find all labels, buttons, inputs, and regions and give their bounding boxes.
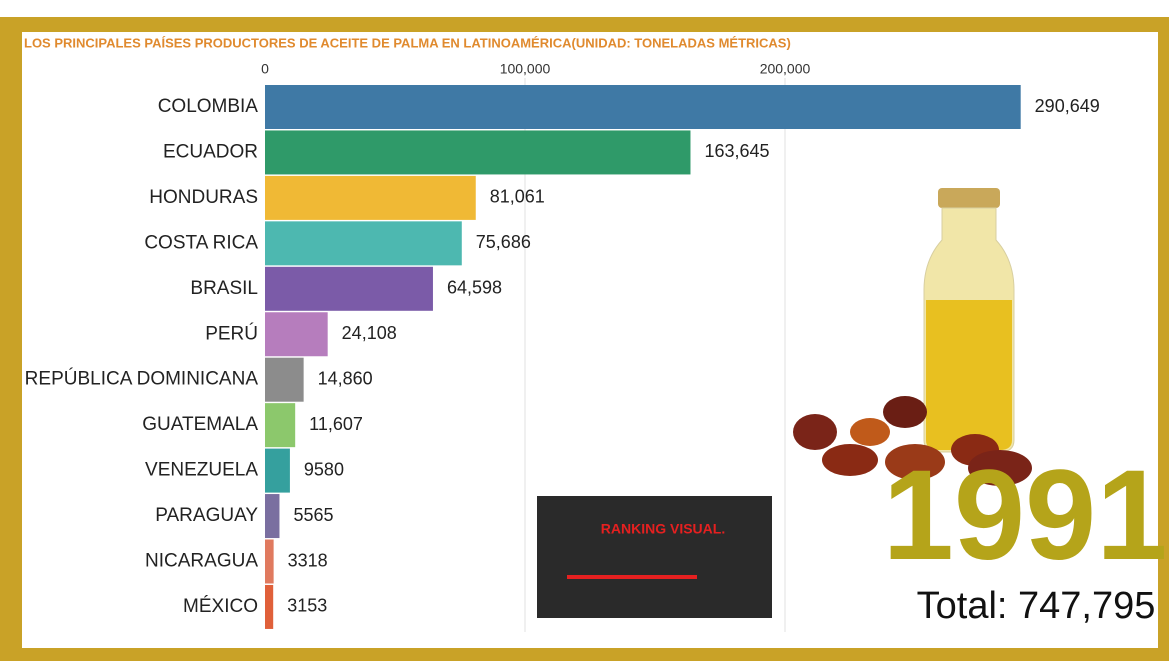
- value-label: 9580: [304, 459, 344, 479]
- bar: [265, 358, 304, 402]
- value-label: 64,598: [447, 278, 502, 298]
- y-tick-label: PARAGUAY: [155, 505, 258, 526]
- y-tick-label: ECUADOR: [163, 141, 258, 162]
- x-tick-label: 0: [261, 61, 269, 77]
- bar: [265, 267, 433, 311]
- chart-title: LOS PRINCIPALES PAÍSES PRODUCTORES DE AC…: [24, 35, 791, 50]
- value-label: 5565: [293, 505, 333, 525]
- value-label: 11,607: [309, 414, 363, 434]
- bar: [265, 403, 295, 447]
- bar: [265, 494, 279, 538]
- y-tick-label: COSTA RICA: [144, 232, 258, 253]
- y-tick-label: HONDURAS: [149, 187, 258, 208]
- bar: [265, 130, 690, 174]
- page: {"chart_data": {"type": "bar", "orientat…: [0, 0, 1169, 661]
- logo: RANKING VISUAL.: [537, 496, 772, 618]
- y-tick-label: GUATEMALA: [142, 414, 258, 435]
- bar: [265, 312, 328, 356]
- bar: [265, 585, 273, 629]
- total: Total: 747,795: [917, 585, 1156, 627]
- bar: [265, 221, 462, 265]
- chart: LOS PRINCIPALES PAÍSES PRODUCTORES DE AC…: [0, 0, 1169, 661]
- value-label: 14,860: [318, 368, 373, 388]
- y-tick-label: PERÚ: [205, 322, 258, 344]
- value-label: 3153: [287, 596, 327, 616]
- bar: [265, 449, 290, 493]
- y-tick-label: BRASIL: [190, 278, 258, 299]
- year: 1991: [883, 444, 1168, 587]
- bar: [265, 85, 1021, 129]
- value-label: 81,061: [490, 187, 545, 207]
- value-label: 24,108: [342, 323, 397, 343]
- bar: [265, 176, 476, 220]
- value-label: 3318: [288, 550, 328, 570]
- logo-text: RANKING VISUAL.: [601, 521, 725, 537]
- bar: [265, 540, 274, 584]
- y-tick-label: VENEZUELA: [145, 460, 258, 481]
- x-tick-label: 100,000: [500, 61, 551, 77]
- x-tick-label: 200,000: [760, 61, 811, 77]
- y-tick-label: MÉXICO: [183, 596, 258, 617]
- value-label: 290,649: [1035, 96, 1100, 116]
- y-tick-label: COLOMBIA: [158, 96, 259, 117]
- y-tick-label: REPÚBLICA DOMINICANA: [25, 368, 259, 390]
- value-label: 75,686: [476, 232, 531, 252]
- y-tick-label: NICARAGUA: [145, 551, 258, 572]
- value-label: 163,645: [704, 141, 769, 161]
